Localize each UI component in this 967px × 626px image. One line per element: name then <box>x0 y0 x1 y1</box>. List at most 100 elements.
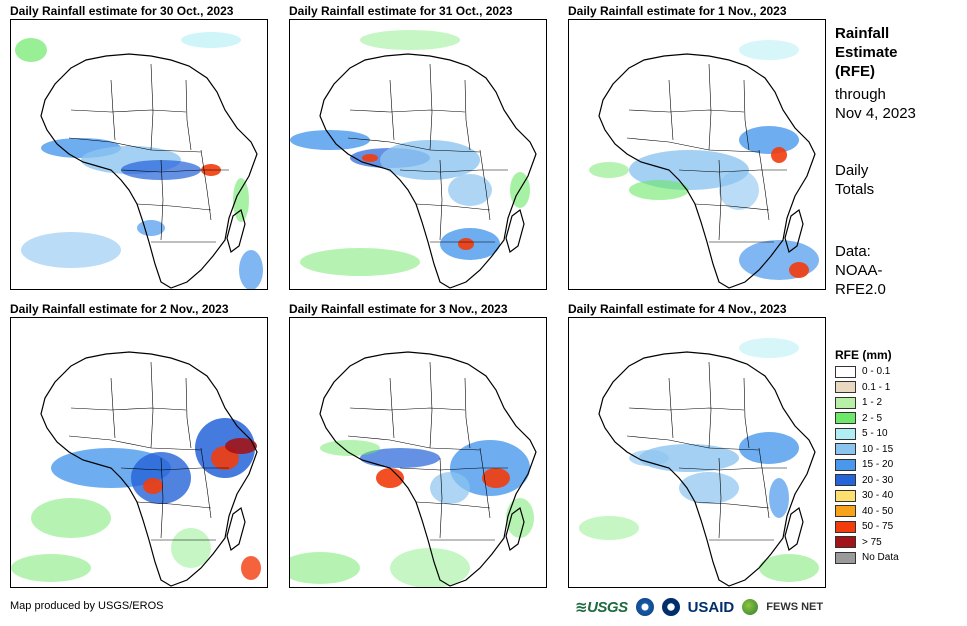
data-value: NOAA- <box>835 262 883 279</box>
country-border <box>120 467 229 471</box>
panel-title: Daily Rainfall estimate for 30 Oct., 202… <box>10 4 234 18</box>
legend-swatch <box>835 489 856 502</box>
country-border <box>70 407 187 411</box>
rainfall-area <box>241 556 261 580</box>
country-border <box>347 137 481 153</box>
country-border <box>628 109 745 113</box>
country-border <box>110 79 116 141</box>
rainfall-map <box>568 19 826 290</box>
rainfall-area <box>679 472 739 504</box>
country-border <box>185 79 192 151</box>
country-border <box>429 63 433 151</box>
rainfall-map <box>10 317 268 588</box>
rainfall-map <box>10 19 268 290</box>
panel-title: Daily Rainfall estimate for 4 Nov., 2023 <box>568 302 787 316</box>
country-border <box>479 447 491 519</box>
rainfall-area <box>739 432 799 464</box>
legend-item: 1 - 2 <box>835 395 899 411</box>
country-border <box>758 149 770 221</box>
map-credit: Map produced by USGS/EROS <box>10 600 164 612</box>
country-border <box>439 159 443 241</box>
legend-label: 10 - 15 <box>862 443 894 455</box>
map-series-title: Rainfall Estimate (RFE) <box>835 24 898 81</box>
country-border <box>415 203 491 211</box>
rainfall-map <box>289 317 547 588</box>
madagascar-outline <box>226 506 246 552</box>
country-border <box>718 159 722 241</box>
country-border <box>694 501 770 509</box>
madagascar-outline <box>505 208 525 254</box>
rainfall-area <box>482 468 510 488</box>
rainfall-area <box>458 238 474 250</box>
panel-title: Daily Rainfall estimate for 3 Nov., 2023 <box>289 302 508 316</box>
rainfall-area <box>171 528 211 568</box>
rainfall-area <box>21 232 121 268</box>
legend-title: RFE (mm) <box>835 348 892 362</box>
fews-net-logo: FEWS NET <box>766 601 824 613</box>
map-canvas <box>11 351 261 587</box>
legend-item: 50 - 75 <box>835 519 899 535</box>
country-border <box>718 457 722 539</box>
rainfall-area <box>739 338 799 358</box>
country-border <box>708 361 712 449</box>
country-border <box>626 435 760 451</box>
country-border <box>439 457 443 539</box>
legend-swatch <box>835 520 856 533</box>
data-value: RFE2.0 <box>835 281 886 298</box>
through-label: through <box>835 86 886 103</box>
country-border <box>399 467 508 471</box>
madagascar-outline <box>505 506 525 552</box>
rainfall-area <box>143 478 163 494</box>
totals-line: Totals <box>835 181 875 198</box>
rainfall-area <box>31 498 111 538</box>
rainfall-area <box>589 162 629 178</box>
rainfall-area <box>225 438 257 454</box>
rainfall-area <box>376 468 404 488</box>
rainfall-area <box>430 472 470 504</box>
rainfall-area <box>739 40 799 60</box>
rainfall-area <box>360 30 460 50</box>
country-border <box>68 137 202 153</box>
title-line: Rainfall <box>835 25 890 42</box>
legend-label: > 75 <box>862 536 882 548</box>
rainfall-area <box>300 248 420 276</box>
rainfall-area <box>579 516 639 540</box>
legend-label: No Data <box>862 552 899 564</box>
rainfall-area <box>320 440 380 456</box>
rainfall-legend: RFE (mm) 0 - 0.1 0.1 - 1 1 - 2 2 - 5 5 - 10 1… <box>835 346 899 566</box>
country-border <box>678 169 787 173</box>
rainfall-area <box>771 147 787 163</box>
data-label: Data: <box>835 243 871 260</box>
country-border <box>429 361 433 449</box>
country-border <box>110 377 116 439</box>
country-border <box>120 169 229 173</box>
rainfall-area <box>739 126 799 154</box>
madagascar-outline <box>226 208 246 254</box>
legend-label: 0.1 - 1 <box>862 381 891 393</box>
country-border <box>628 407 745 411</box>
legend-label: 0 - 0.1 <box>862 366 891 378</box>
legend-label: 5 - 10 <box>862 428 888 440</box>
country-border <box>464 79 471 151</box>
country-border <box>136 501 212 509</box>
country-border <box>160 457 164 539</box>
country-border <box>160 159 164 241</box>
country-border <box>136 203 212 211</box>
country-border <box>347 435 481 451</box>
through-value: Nov 4, 2023 <box>835 105 916 122</box>
legend-item: 2 - 5 <box>835 411 899 427</box>
country-border <box>668 377 674 439</box>
data-source: Data: NOAA- RFE2.0 <box>835 242 886 299</box>
legend-label: 50 - 75 <box>862 521 894 533</box>
rainfall-area <box>360 448 440 468</box>
legend-item: 5 - 10 <box>835 426 899 442</box>
africa-outline <box>319 351 537 587</box>
country-border <box>678 467 787 471</box>
country-border <box>389 377 395 439</box>
legend-swatch <box>835 474 856 487</box>
legend-item: 0 - 0.1 <box>835 364 899 380</box>
legend-item: 0.1 - 1 <box>835 380 899 396</box>
rainfall-map <box>568 317 826 588</box>
legend-swatch <box>835 443 856 456</box>
rainfall-area <box>390 548 470 587</box>
